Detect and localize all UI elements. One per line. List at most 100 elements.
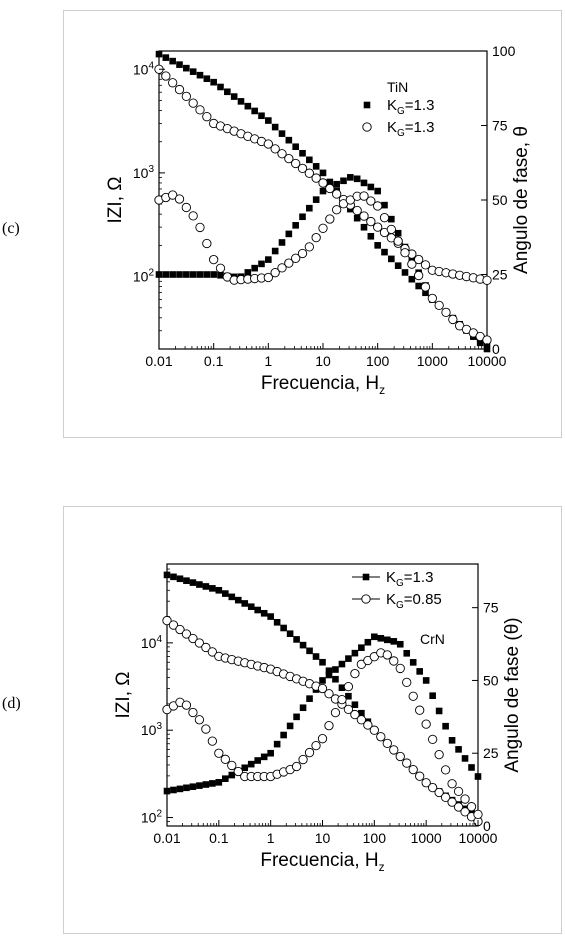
phase-point [278,239,286,246]
y-right-tick-label: 25 [492,267,508,283]
phase-point [332,205,342,215]
phase-point [210,271,217,278]
impedance-point [376,732,386,742]
phase-point [297,248,308,259]
phase-point [350,668,360,679]
impedance-point [482,275,492,285]
x-tick-label: 10 [315,830,331,846]
impedance-point [230,93,238,100]
phase-point [330,707,341,718]
impedance-point [234,596,242,604]
impedance-point [353,214,361,222]
phase-point [202,781,210,788]
phase-point [415,705,425,715]
impedance-point [414,254,424,265]
x-axis-label: Frecuencia, Hz [260,850,384,874]
impedance-point [338,684,346,692]
impedance-point [382,738,392,748]
y-right-tick-label: 0 [483,818,491,834]
phase-point [403,650,411,657]
phase-point [374,187,381,195]
phase-point [435,707,443,715]
impedance-point [169,57,176,65]
impedance-point [265,117,272,124]
phase-point [325,671,333,679]
phase-point [189,783,197,790]
phase-point [244,269,252,276]
impedance-point [373,222,383,232]
phase-point [482,335,492,345]
phase-point [400,248,410,258]
impedance-point [345,692,352,700]
y-right-tick-label: 0 [492,341,500,357]
phase-point [174,194,185,204]
impedance-point [254,606,262,614]
impedance-point [284,153,294,164]
legend-marker [363,101,371,109]
impedance-point [317,683,328,694]
phase-point [217,271,224,279]
phase-point [383,636,391,644]
phase-point [254,757,262,764]
phase-point [466,802,477,812]
y-left-tick-label: 103 [133,164,155,181]
phase-point [241,764,249,772]
y-left-tick-label: 104 [141,634,163,651]
impedance-point [224,88,231,96]
phase-point [202,238,212,249]
impedance-point [352,205,362,216]
impedance-point [422,289,429,297]
phase-point [366,196,376,206]
phase-point [188,211,198,221]
impedance-chart-tin: 0.01 0.1 1 10 100 1000 10000 102 103 104 0 25 50 75 10… [105,43,532,397]
impedance-point [421,778,431,788]
phase-point [408,691,418,701]
impedance-point [237,98,245,105]
phase-point [420,282,431,292]
phase-point [440,765,451,775]
impedance-point [251,107,258,115]
phase-point [434,749,444,760]
phase-point [176,271,183,278]
y-left-tick-label: 104 [133,60,155,77]
phase-point [298,754,308,765]
phase-point [473,809,483,820]
panel-label-c: (c) [2,220,20,237]
phase-point [209,780,216,787]
impedance-point [196,71,204,79]
x-tick-label: 1000 [417,353,448,369]
phase-point [215,263,226,273]
impedance-point [217,83,224,91]
legend-entry: KG=1.3 [387,97,434,117]
impedance-point [277,149,287,159]
phase-point [416,668,423,675]
impedance-point [209,585,216,592]
y-left-axis-label: IZI, Ω [105,177,126,224]
chart-frame-c: 0.01 0.1 1 10 100 1000 10000 102 103 104 0 25 50 75 10… [63,10,562,438]
phase-point [201,724,211,734]
phase-point [448,314,458,325]
legend-marker [362,122,372,132]
phase-point [291,761,302,772]
phase-point [183,271,190,278]
impedance-point [299,641,307,649]
impedance-point [278,130,286,137]
impedance-point [460,807,470,817]
phase-point [337,694,347,705]
y-right-tick-label: 50 [483,672,499,688]
impedance-point [202,583,210,590]
legend-title: TiN [387,79,408,95]
impedance-point [163,571,171,579]
impedance-point [168,78,178,88]
impedance-point [285,136,293,144]
phase-point [277,263,287,273]
impedance-point [356,715,367,725]
impedance-point [427,782,438,793]
phase-point [292,222,299,229]
x-tick-label: 1 [264,353,272,369]
impedance-point [306,647,313,655]
phase-point [260,753,268,761]
impedance-point [174,84,185,95]
phase-point [389,656,399,666]
phase-point [293,713,300,721]
